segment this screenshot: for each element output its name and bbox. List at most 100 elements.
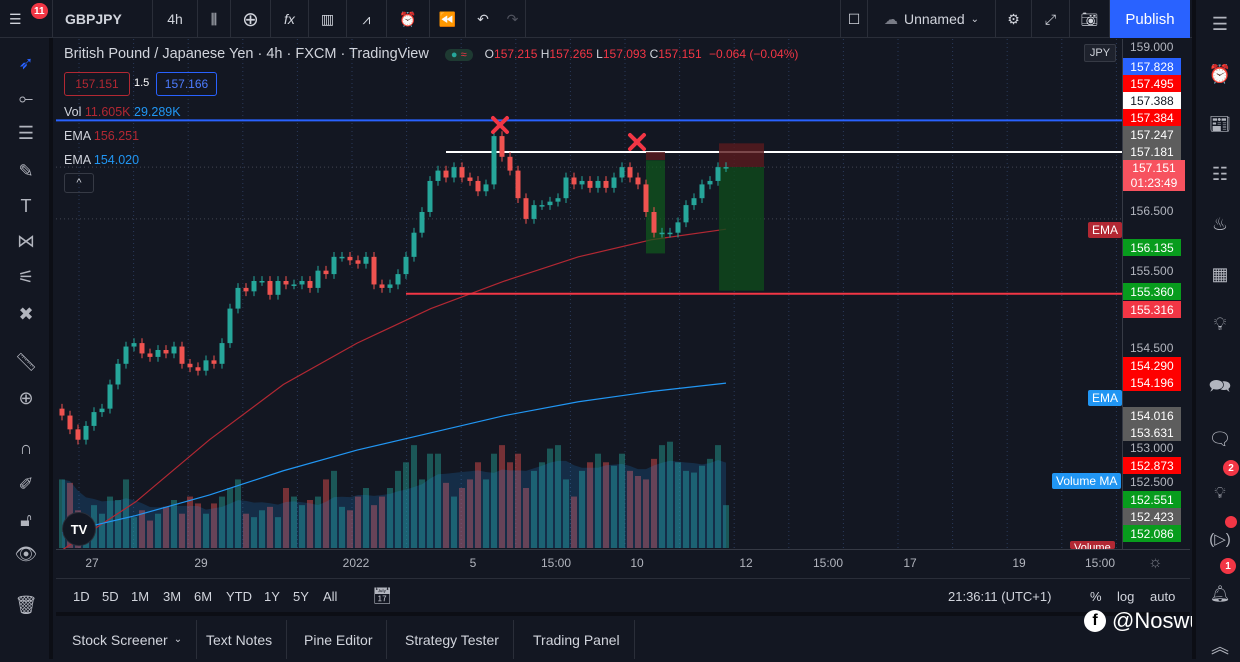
watchlist-icon[interactable]: ☰ — [1211, 13, 1229, 34]
magnet-icon[interactable]: ∩ — [19, 437, 33, 458]
alert-icon[interactable]: ⏰ — [387, 0, 430, 38]
range-ytd[interactable]: YTD — [226, 589, 252, 604]
hotlist-icon[interactable]: ☷ — [1211, 163, 1229, 184]
hotlists-fire-icon[interactable]: ♨ — [1211, 213, 1229, 234]
candle — [651, 212, 657, 233]
templates-icon[interactable]: ▥ — [309, 0, 347, 38]
private-chat-icon[interactable]: 🗨︎ — [1208, 428, 1232, 449]
ideas-stream-icon[interactable]: 💡︎ — [1214, 485, 1226, 502]
sell-button[interactable]: 157.151 — [64, 72, 130, 96]
ruler-icon[interactable]: 📏︎ — [14, 351, 38, 372]
compare-plus-icon[interactable]: ⊕ — [231, 0, 271, 38]
streams-icon[interactable]: (▷) — [1209, 531, 1231, 548]
candle — [523, 198, 529, 219]
log-toggle[interactable]: log — [1117, 589, 1135, 604]
ideas-bulb-icon[interactable]: 💡︎ — [1213, 313, 1227, 334]
alarm-clock-icon[interactable]: ⏰ — [1208, 63, 1232, 84]
expand-chevron-icon[interactable]: ︽ — [1211, 637, 1229, 657]
layout-square-icon[interactable]: ☐ — [840, 0, 868, 38]
candle — [531, 205, 537, 219]
volume-bar — [267, 506, 273, 548]
candle — [227, 308, 233, 344]
indicators-fx-icon[interactable]: fx — [271, 0, 309, 38]
volume-bar — [723, 505, 729, 548]
price-label: 157.388 — [1123, 92, 1181, 109]
close-value: 157.151 — [658, 47, 702, 61]
brush-icon[interactable]: ✎ — [18, 160, 34, 181]
price-chart[interactable] — [56, 39, 1122, 549]
candle — [267, 281, 273, 295]
range-3m[interactable]: 3M — [163, 589, 182, 604]
spread-value: 1.5 — [134, 77, 150, 89]
price-tick: 155.500 — [1130, 264, 1174, 278]
percent-toggle[interactable]: % — [1090, 589, 1102, 604]
pattern-icon[interactable]: ⋈ — [17, 230, 35, 251]
trend-line-icon[interactable]: ⟜ — [18, 87, 34, 108]
range-1d[interactable]: 1D — [73, 589, 90, 604]
candle — [451, 167, 457, 178]
range-5d[interactable]: 5D — [102, 589, 119, 604]
lock-icon[interactable]: 🔓︎ — [20, 509, 32, 530]
buy-button[interactable]: 157.166 — [156, 72, 217, 96]
publish-button[interactable]: Publish — [1110, 0, 1190, 38]
rewind-icon[interactable]: ⏪ — [430, 0, 466, 38]
goto-date-icon[interactable]: 📅︎ — [372, 588, 393, 605]
time-axis[interactable] — [56, 549, 1190, 577]
candle — [667, 232, 673, 235]
replay-alert-icon[interactable]: ⩘ — [347, 0, 387, 38]
volume-bar — [139, 510, 145, 548]
candle — [715, 167, 721, 181]
range-1m[interactable]: 1M — [131, 589, 150, 604]
icons-tool-icon[interactable]: ✖ — [18, 303, 34, 324]
layout-name-button[interactable]: ☁ Unnamed ⌄ — [868, 0, 996, 38]
tradingview-logo[interactable]: TV — [62, 512, 96, 546]
trash-icon[interactable]: 🗑︎ — [14, 594, 38, 615]
collapse-legend-button[interactable]: ^ — [64, 173, 94, 193]
volume-bar — [579, 470, 585, 548]
range-5y[interactable]: 5Y — [293, 589, 309, 604]
cursor-icon[interactable]: ➶ — [18, 52, 34, 73]
range-6m[interactable]: 6M — [194, 589, 213, 604]
range-1y[interactable]: 1Y — [264, 589, 280, 604]
range-all[interactable]: All — [323, 589, 338, 604]
lock-drawing-pencil-icon[interactable]: ✐ — [18, 473, 34, 494]
menu-button[interactable]: ☰ — [0, 0, 53, 38]
redo-icon[interactable]: ↷ — [500, 0, 526, 38]
tab-stock-screener[interactable]: Stock Screener ⌄ — [58, 620, 198, 659]
zoom-in-icon[interactable]: ⊕ — [18, 387, 34, 408]
tab-text-notes[interactable]: Text Notes — [192, 620, 288, 659]
tab-strategy-tester[interactable]: Strategy Tester — [391, 620, 514, 659]
currency-button[interactable]: JPY — [1084, 44, 1116, 62]
candle — [259, 281, 265, 283]
interval-button[interactable]: 4h — [153, 0, 198, 38]
candle — [179, 346, 185, 364]
text-icon[interactable]: T — [20, 195, 32, 216]
clock[interactable]: 21:36:11 (UTC+1) — [948, 589, 1052, 604]
chart-legend: British Pound / Japanese Yen · 4h · FXCM… — [64, 46, 798, 62]
calendar-icon[interactable]: ▦ — [1211, 263, 1229, 284]
chats-icon[interactable]: 🗪 — [1208, 376, 1232, 396]
auto-toggle[interactable]: auto — [1150, 589, 1176, 604]
camera-icon[interactable]: 📷︎ — [1070, 0, 1110, 38]
tab-pine-editor[interactable]: Pine Editor — [290, 620, 388, 659]
settings-icon[interactable]: ⚙ — [996, 0, 1032, 38]
volume-bar — [115, 500, 121, 548]
candle — [131, 343, 137, 347]
prediction-icon[interactable]: ⚟ — [17, 266, 35, 287]
tab-trading-panel[interactable]: Trading Panel — [519, 620, 635, 659]
price-scale[interactable] — [1122, 39, 1190, 549]
volume-bar — [123, 479, 129, 548]
notifications-bell-icon[interactable]: 🔔︎ — [1209, 586, 1231, 603]
eye-icon[interactable]: 👁︎ — [14, 543, 38, 564]
fullscreen-icon[interactable]: ⤢ — [1032, 0, 1070, 38]
volume-bar — [347, 510, 353, 548]
volume-bar — [667, 441, 673, 548]
chart-pane[interactable] — [56, 39, 1122, 549]
candles-icon[interactable]: ⫼ — [198, 0, 231, 38]
fib-retracement-icon[interactable]: ☰ — [17, 122, 35, 143]
undo-icon[interactable]: ↶ — [477, 10, 489, 27]
news-icon[interactable]: 📰︎ — [1208, 113, 1232, 134]
price-label: 157.384 — [1123, 109, 1181, 126]
symbol-search[interactable]: GBPJPY — [53, 0, 153, 38]
chart-settings-sun-icon[interactable]: ☼ — [1148, 554, 1163, 571]
